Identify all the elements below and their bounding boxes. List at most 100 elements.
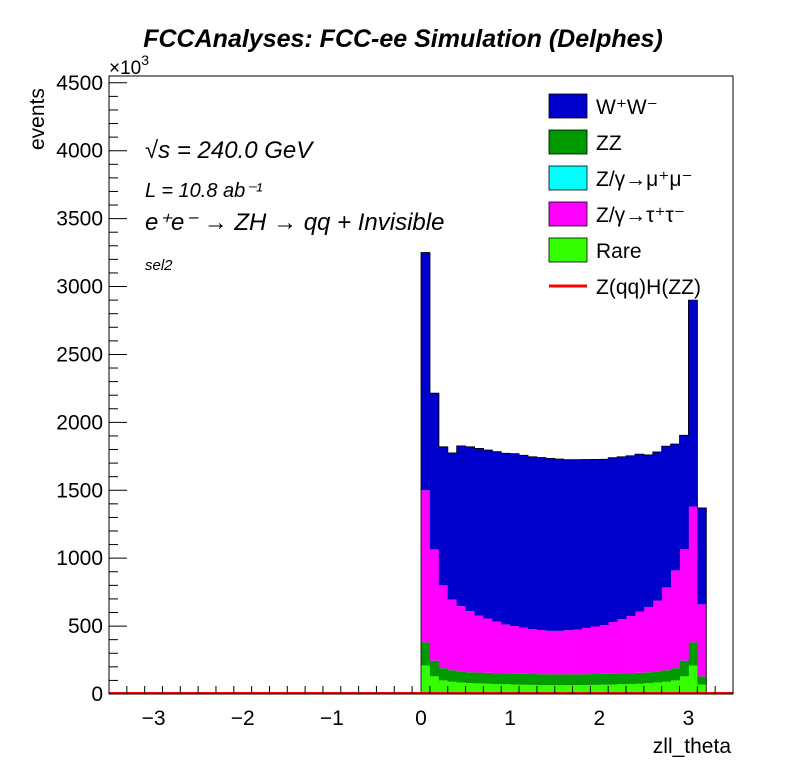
bar [501, 453, 511, 625]
bar [617, 619, 627, 674]
series-4 [421, 252, 707, 631]
bar [456, 682, 466, 694]
bar [510, 453, 520, 627]
bar [447, 452, 458, 600]
bar [697, 676, 707, 685]
bar [661, 587, 671, 671]
bar [599, 673, 609, 685]
bar [572, 674, 582, 686]
legend-entry: W⁺W⁻ [548, 93, 658, 119]
bar [608, 673, 618, 685]
bar [456, 445, 466, 607]
legend-entry: Z/γ→τ⁺τ⁻ [548, 201, 685, 227]
bar [421, 490, 431, 643]
y-tick-label: 2000 [56, 411, 103, 434]
x-tick-label: −1 [320, 707, 344, 730]
bar [438, 668, 449, 681]
y-tick-label: 2500 [56, 343, 103, 366]
x-tick-label: 2 [593, 707, 605, 730]
bar [679, 549, 689, 661]
bar [617, 456, 627, 620]
bar [438, 680, 449, 694]
y-tick-label: 3500 [56, 208, 103, 231]
legend-entry: Rare [548, 237, 642, 263]
bar [447, 599, 458, 671]
legend-label: ZZ [596, 132, 622, 155]
bar [474, 615, 484, 673]
bar [643, 607, 654, 673]
bar [670, 570, 680, 669]
bar [492, 451, 502, 622]
bar [599, 459, 609, 626]
bar [572, 459, 582, 630]
bar [492, 683, 502, 694]
bar [581, 685, 591, 694]
bar [545, 674, 556, 686]
bar [527, 456, 538, 630]
bar [429, 660, 440, 677]
bar [429, 393, 440, 550]
bar [421, 665, 431, 694]
bar [590, 459, 600, 627]
bar [536, 674, 547, 686]
stack-outline [420, 252, 707, 694]
series-3 [421, 490, 707, 677]
bar [519, 684, 529, 694]
bar [527, 674, 538, 685]
legend-label: Z/γ→τ⁺τ⁻ [596, 204, 685, 227]
bar [438, 585, 449, 669]
legend-label: Z/γ→μ⁺μ⁻ [596, 168, 693, 191]
annotations: √s = 240.0 GeV L = 10.8 ab⁻¹ e⁺e⁻ → ZH →… [145, 137, 444, 274]
bar [438, 446, 449, 586]
bar [634, 683, 645, 694]
bar [483, 450, 493, 619]
x-tick-label: −3 [142, 707, 166, 730]
y-tick-label: 1000 [56, 547, 103, 570]
bar [626, 683, 636, 694]
y-tick-label: 0 [91, 683, 103, 706]
bar [590, 626, 600, 675]
bar [429, 676, 440, 694]
legend-swatch [548, 129, 588, 155]
bar [599, 625, 609, 674]
bar [626, 673, 636, 684]
bar [670, 680, 680, 694]
bar [563, 630, 573, 675]
bar [652, 682, 663, 694]
bar [572, 685, 582, 694]
bar [545, 630, 556, 675]
bar [643, 672, 654, 684]
bar [563, 459, 573, 631]
bar [519, 455, 529, 628]
series-1 [421, 642, 707, 686]
annotation-process: e⁺e⁻ → ZH → qq + Invisible [145, 209, 444, 236]
bar [456, 606, 466, 672]
bar [492, 621, 502, 674]
x-tick-label: 3 [683, 707, 695, 730]
legend-label: Rare [596, 240, 642, 263]
bar [563, 685, 573, 694]
bar [456, 671, 466, 683]
bar [536, 630, 547, 675]
chart-title: FCCAnalyses: FCC-ee Simulation (Delphes) [143, 25, 663, 53]
bar [563, 674, 573, 686]
bar [554, 459, 565, 631]
bar [581, 459, 591, 628]
bar [572, 629, 582, 675]
bar [527, 684, 538, 694]
bar [483, 618, 493, 673]
bar [510, 673, 520, 685]
bar [670, 668, 680, 681]
bar [670, 444, 680, 571]
bar [679, 676, 689, 694]
bar [501, 624, 511, 674]
legend: W⁺W⁻ ZZ Z/γ→μ⁺μ⁻ Z/γ→τ⁺τ⁻ Rare Z(qq)H(ZZ) [548, 93, 701, 299]
bar [545, 685, 556, 694]
bar [679, 435, 689, 550]
legend-entry: Z(qq)H(ZZ) [549, 276, 701, 299]
bar [421, 252, 431, 491]
y-tick-label: 500 [68, 615, 103, 638]
bar [510, 626, 520, 674]
x-axis: −3 −2 −1 0 1 2 3 [108, 686, 734, 730]
bar [421, 642, 431, 666]
